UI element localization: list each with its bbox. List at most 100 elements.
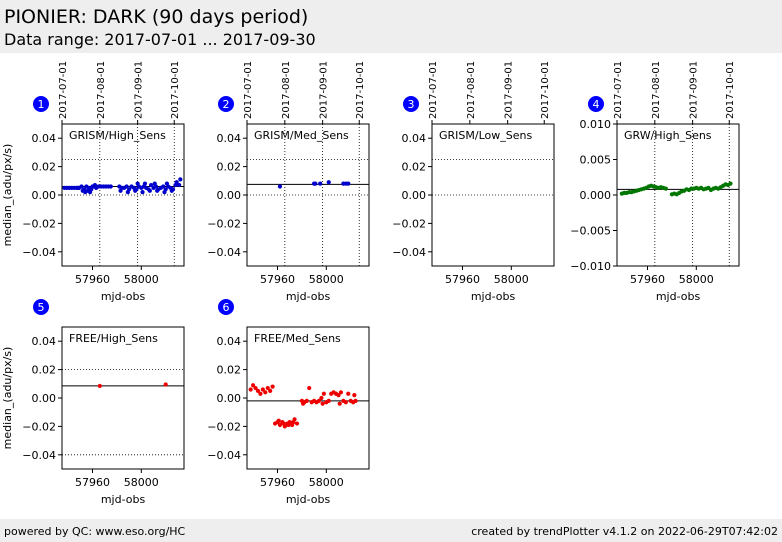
data-point (118, 188, 123, 193)
panel-number: 6 (223, 301, 230, 314)
data-point (124, 184, 129, 189)
data-point (307, 385, 312, 391)
top-date-label: 2017-07-01 (613, 61, 624, 119)
panel-label: GRISM/Low_Sens (439, 129, 532, 142)
data-point (276, 418, 281, 423)
data-point (152, 181, 157, 186)
x-axis-label: mjd-obs (656, 290, 701, 303)
y-tick-label: 0.04 (402, 132, 427, 145)
data-point (337, 401, 342, 406)
data-point (313, 181, 318, 186)
data-point (346, 391, 351, 396)
top-date-label: 2017-08-01 (281, 61, 292, 119)
data-point (97, 383, 102, 389)
x-axis-label: mjd-obs (286, 493, 331, 506)
top-date-label: 2017-08-01 (466, 61, 477, 119)
y-tick-label: −0.02 (207, 217, 241, 230)
data-point (177, 182, 182, 188)
x-tick-label: 58000 (309, 476, 344, 489)
panel-number: 3 (408, 98, 415, 111)
top-date-label: 2017-09-01 (504, 61, 515, 119)
data-point (178, 177, 183, 182)
y-tick-label: 0.000 (580, 189, 612, 202)
panel-label: GRISM/Med_Sens (254, 129, 349, 142)
page-title: PIONIER: DARK (90 days period) (4, 6, 309, 28)
data-point (248, 387, 253, 392)
data-point (294, 421, 300, 426)
x-tick-label: 57960 (630, 273, 665, 286)
panel-number: 4 (593, 98, 600, 111)
data-point (268, 388, 273, 393)
data-point (346, 181, 351, 186)
x-axis-label: mjd-obs (101, 290, 146, 303)
top-date-label: 2017-10-01 (355, 61, 366, 119)
y-tick-label: 0.00 (402, 189, 427, 202)
y-tick-label: −0.04 (207, 449, 241, 462)
footer-bar: powered by QC: www.eso.org/HC created by… (0, 519, 782, 542)
x-axis-label: mjd-obs (286, 290, 331, 303)
footer-created-by: created by trendPlotter v4.1.2 on 2022-0… (471, 525, 778, 538)
data-point (174, 180, 179, 185)
top-date-label: 2017-10-01 (170, 61, 181, 119)
data-point (75, 185, 80, 190)
data-point (265, 385, 270, 391)
chart-panel-5: 0.04 0.02 0.00 −0.02 −0.04 57960 58000 mjd-obs m… (1, 299, 185, 506)
panel-number-badge (33, 299, 49, 315)
y-tick-label: 0.02 (32, 364, 57, 377)
top-date-label: 2017-07-01 (428, 61, 439, 119)
data-point (155, 188, 160, 193)
data-range-subtitle: Data range: 2017-07-01 ... 2017-09-30 (4, 30, 316, 49)
data-point (135, 181, 140, 186)
data-point (260, 387, 265, 392)
x-tick-label: 57960 (445, 273, 480, 286)
chart-panel-4: 0.010 0.005 0.000 −0.005 −0.010 57960 58000 mjd… (570, 61, 740, 303)
x-tick-label: 58000 (124, 476, 159, 489)
data-point (353, 398, 358, 403)
y-tick-label: −0.005 (570, 225, 611, 238)
data-point (318, 181, 323, 186)
y-tick-label: −0.010 (570, 260, 611, 273)
data-point (142, 181, 148, 186)
data-point (336, 393, 341, 398)
data-point (253, 385, 258, 391)
data-point (291, 420, 296, 425)
y-tick-label: −0.02 (207, 420, 241, 433)
data-point (125, 190, 130, 195)
x-tick-label: 57960 (75, 476, 110, 489)
data-point (343, 400, 348, 405)
data-point (147, 188, 152, 193)
panel-label: GRW/High_Sens (624, 129, 712, 142)
y-axis-label: median_(adu/px/s) (1, 144, 14, 247)
data-point (140, 190, 145, 195)
data-point (321, 391, 326, 396)
y-tick-label: 0.00 (32, 392, 57, 405)
data-point (320, 401, 325, 406)
x-axis-label: mjd-obs (471, 290, 516, 303)
data-point (663, 186, 668, 191)
panel-number-badge (218, 96, 234, 112)
panel-number-badge (218, 299, 234, 315)
panel-number-badge (403, 96, 419, 112)
data-point (161, 184, 166, 189)
y-tick-label: 0.010 (580, 118, 612, 131)
data-point (258, 391, 263, 396)
data-point (281, 421, 286, 426)
data-point (108, 184, 113, 189)
panel-label: FREE/High_Sens (69, 332, 158, 345)
y-tick-label: −0.02 (22, 217, 56, 230)
data-point (164, 181, 170, 186)
y-tick-label: −0.04 (392, 246, 426, 259)
y-tick-label: 0.04 (32, 335, 57, 348)
y-tick-label: −0.04 (22, 449, 56, 462)
y-tick-label: 0.02 (32, 161, 57, 174)
data-point (301, 401, 306, 406)
y-tick-label: 0.005 (580, 154, 612, 167)
x-tick-label: 58000 (124, 273, 159, 286)
panel-number-badge (33, 96, 49, 112)
panel-number: 5 (38, 301, 45, 314)
y-tick-label: 0.00 (217, 392, 242, 405)
header-bar: PIONIER: DARK (90 days period) Data rang… (0, 0, 782, 53)
x-tick-label: 57960 (260, 476, 295, 489)
top-date-label: 2017-09-01 (134, 61, 145, 119)
y-tick-label: 0.04 (217, 132, 242, 145)
